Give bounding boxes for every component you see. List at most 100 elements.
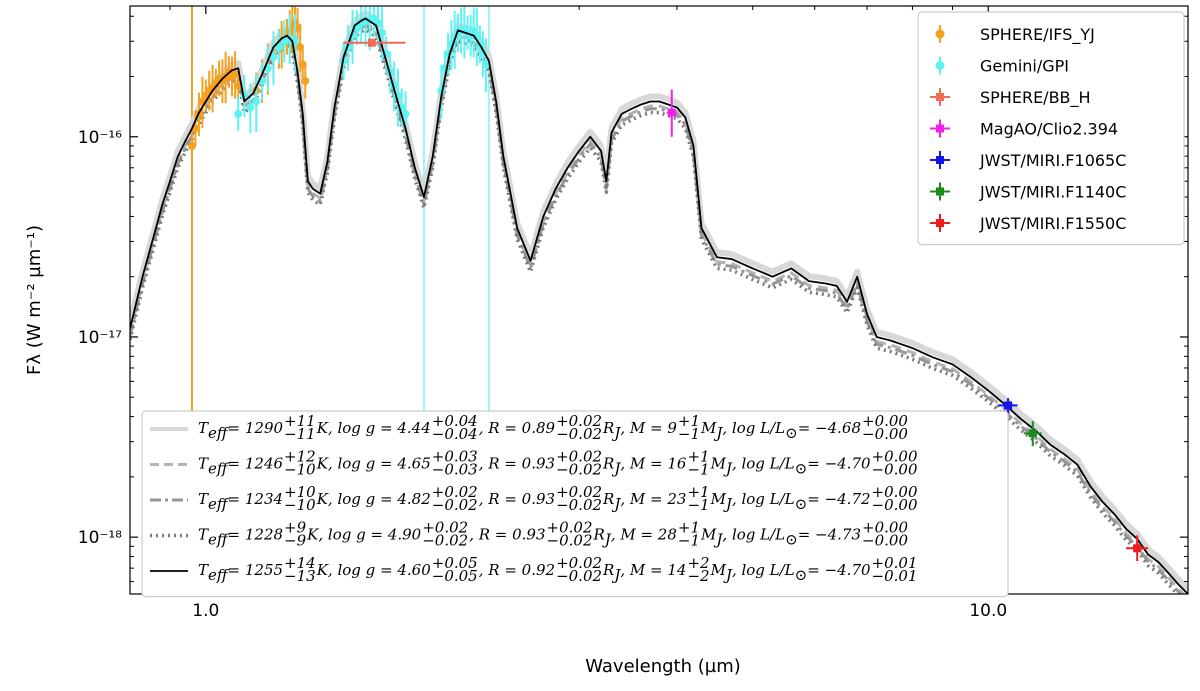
data-point xyxy=(252,97,261,106)
model-text-part: , log L/L xyxy=(732,561,795,579)
model-text-part: M xyxy=(710,561,727,579)
model-text-part: −1 xyxy=(687,461,709,479)
plot-area xyxy=(130,6,1188,594)
model-text-part: +0.02 xyxy=(556,412,602,430)
model-text-part: +0.02 xyxy=(432,483,478,501)
model-text-part: ⊙ xyxy=(795,460,808,478)
model-text-part: −0.02 xyxy=(556,461,602,479)
model-text-part: J xyxy=(611,460,621,478)
model-text-part: −0.00 xyxy=(872,461,918,479)
model-text-part: M xyxy=(710,490,727,508)
model-text-part: = 1290 xyxy=(228,419,284,437)
photometry-point-2 xyxy=(998,398,1018,414)
best-fit-model-curve xyxy=(130,17,1188,594)
model-text-part: ⊙ xyxy=(785,531,798,549)
model-text-part: = 1255 xyxy=(228,561,284,579)
model-text-part: −0.04 xyxy=(432,425,478,443)
model-text-part: ⊙ xyxy=(795,495,808,513)
model-text-part: +0.00 xyxy=(862,519,908,537)
model-text-part: M xyxy=(700,526,717,544)
legend-label: JWST/MIRI.F1550C xyxy=(979,214,1126,233)
model-text-part: J xyxy=(723,495,733,513)
model-text-part: +1 xyxy=(678,412,700,430)
model-text-part: eff xyxy=(208,566,230,584)
model-text-part: −0.02 xyxy=(556,496,602,514)
model-text-part: +0.04 xyxy=(432,412,478,430)
model-text-part: , M = 23 xyxy=(620,490,686,508)
model-text-part: T xyxy=(198,490,209,508)
model-text-part: J xyxy=(713,531,723,549)
model-text-part: eff xyxy=(208,460,230,478)
model-text-part: J xyxy=(723,566,733,584)
model-text-part: +1 xyxy=(678,519,700,537)
y-tick-label: 10⁻¹⁶ xyxy=(78,128,122,148)
model-text-part: −10 xyxy=(284,496,316,514)
model-text-part: , M = 14 xyxy=(620,561,686,579)
model-text-part: = −4.72 xyxy=(807,490,870,508)
model-text-part: −1 xyxy=(678,532,700,550)
instrument-legend: SPHERE/IFS_YJ Gemini/GPI SPHERE/BB_H MagAO/… xyxy=(917,11,1185,246)
data-point xyxy=(296,43,305,52)
model-text-part: J xyxy=(602,531,612,549)
model-text-part: +9 xyxy=(284,519,307,537)
model-text-part: +0.00 xyxy=(862,412,908,430)
axis-ticks: 1.0 10.0 10⁻¹⁸ 10⁻¹⁷ 10⁻¹⁶ xyxy=(78,6,1188,621)
model-text-part: , log L/L xyxy=(722,526,785,544)
legend-marker xyxy=(936,187,944,196)
photometry-marker xyxy=(1133,544,1142,553)
model-text-part: , M = 9 xyxy=(620,419,677,437)
model-text-part: R xyxy=(602,490,614,508)
photometry-point-0 xyxy=(343,38,406,47)
legend-entry: SPHERE/IFS_YJ xyxy=(935,25,1095,45)
model-text-part: , log L/L xyxy=(722,419,785,437)
model-text-part: K, log g = 4.44 xyxy=(316,419,431,437)
legend-label: JWST/MIRI.F1140C xyxy=(979,183,1126,202)
model-text-part: eff xyxy=(208,531,230,549)
model-text-part: K, log g = 4.82 xyxy=(316,490,431,508)
model-text-part: = −4.68 xyxy=(798,419,861,437)
model-text-part: +0.00 xyxy=(872,448,918,466)
model-text-part: eff xyxy=(208,495,230,513)
model-text-part: +10 xyxy=(284,483,316,501)
model-text-part: +1 xyxy=(687,448,709,466)
model-text-part: +2 xyxy=(687,554,709,572)
model-text-part: K, log g = 4.65 xyxy=(316,455,431,473)
model-text-part: M xyxy=(710,455,727,473)
model-text-part: −0.05 xyxy=(432,567,478,585)
model-text-part: eff xyxy=(208,424,230,442)
model-text-part: , M = 16 xyxy=(620,455,687,473)
model-text-part: K, log g = 4.90 xyxy=(306,526,422,544)
model-text-part: −0.00 xyxy=(872,496,918,514)
model-text-part: R xyxy=(593,526,605,544)
model-text-part: −0.00 xyxy=(862,425,908,443)
model-text-part: J xyxy=(611,495,621,513)
legend-entry: JWST/MIRI.F1140C xyxy=(930,182,1126,202)
model-text-part: −0.02 xyxy=(556,425,602,443)
model-text-part: −0.03 xyxy=(432,461,478,479)
model-text-part: J xyxy=(723,460,733,478)
model-text-part: = −4.70 xyxy=(807,561,871,579)
model-text-part: +0.02 xyxy=(556,448,602,466)
model-text-part: −11 xyxy=(284,425,316,443)
legend-marker xyxy=(935,61,945,70)
model-text-part: +0.02 xyxy=(547,519,593,537)
model-text-part: ⊙ xyxy=(785,424,798,442)
model-text-part: , R = 0.92 xyxy=(479,561,555,579)
model-text-part: T xyxy=(198,419,209,437)
model-text-part: T xyxy=(198,561,209,579)
model-text-part: −2 xyxy=(687,567,709,585)
model-text-part: −0.02 xyxy=(547,532,593,550)
model-text-part: J xyxy=(611,566,621,584)
model-text-part: −0.00 xyxy=(862,532,908,550)
legend-entry: SPHERE/BB_H xyxy=(930,88,1091,108)
model-text-part: +12 xyxy=(284,448,316,466)
legend-marker xyxy=(936,124,944,133)
data-point xyxy=(301,76,310,85)
model-text-part: +0.02 xyxy=(556,554,602,572)
model-text-part: −9 xyxy=(284,532,307,550)
model-text-part: K, log g = 4.60 xyxy=(316,561,432,579)
